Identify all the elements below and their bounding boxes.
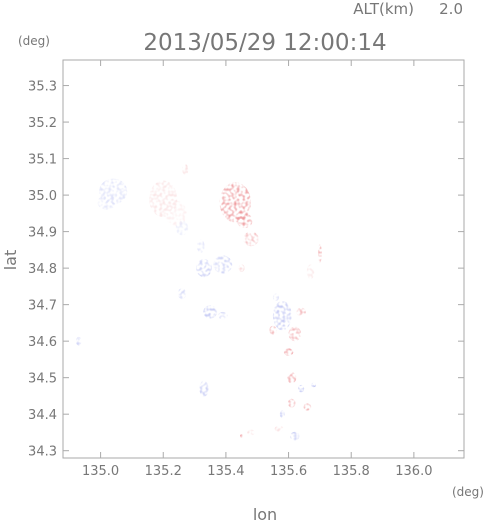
y-axis-title: lat bbox=[1, 250, 20, 271]
y-tick-label: 35.3 bbox=[28, 80, 57, 95]
echo-region bbox=[298, 384, 305, 393]
echo-region bbox=[272, 293, 280, 301]
y-tick-label: 35.0 bbox=[28, 189, 57, 204]
echo-region bbox=[240, 434, 244, 438]
x-axis-title: lon bbox=[253, 505, 277, 521]
echo-region bbox=[243, 231, 259, 247]
x-tick-label: 135.2 bbox=[145, 464, 182, 479]
echo-region bbox=[199, 380, 209, 397]
y-tick-label: 34.5 bbox=[28, 372, 57, 387]
echo-region bbox=[269, 325, 277, 335]
y-tick-label: 34.9 bbox=[28, 226, 57, 241]
echo-region bbox=[219, 182, 251, 223]
alt-label: ALT(km) bbox=[353, 0, 414, 18]
echo-region bbox=[177, 288, 187, 300]
x-tick-label: 135.0 bbox=[82, 464, 119, 479]
echo-region bbox=[272, 301, 292, 331]
y-tick-label: 34.7 bbox=[28, 299, 57, 314]
timestamp-title: 2013/05/29 12:00:14 bbox=[143, 30, 386, 56]
y-tick-label: 34.4 bbox=[28, 408, 57, 423]
echo-region bbox=[283, 348, 294, 356]
echo-region bbox=[318, 244, 322, 263]
x-unit-label: (deg) bbox=[452, 485, 484, 499]
y-tick-label: 35.1 bbox=[28, 153, 57, 168]
echo-region bbox=[175, 220, 189, 236]
echo-region bbox=[97, 195, 117, 210]
echo-region bbox=[75, 336, 82, 346]
echo-region bbox=[236, 213, 253, 228]
echo-region bbox=[164, 200, 187, 227]
echo-region bbox=[238, 264, 245, 272]
y-tick-label: 34.6 bbox=[28, 335, 57, 350]
plot-frame bbox=[62, 59, 465, 459]
echo-field bbox=[75, 164, 322, 441]
echo-region bbox=[288, 326, 302, 342]
echo-region bbox=[306, 264, 315, 280]
echo-region bbox=[182, 164, 189, 175]
echo-region bbox=[196, 259, 212, 278]
alt-value: 2.0 bbox=[439, 0, 463, 18]
echo-region bbox=[203, 305, 218, 319]
echo-region bbox=[213, 255, 233, 274]
echo-region bbox=[287, 398, 296, 408]
x-tick-label: 135.6 bbox=[270, 464, 307, 479]
y-unit-label: (deg) bbox=[18, 34, 50, 48]
echo-region bbox=[274, 425, 284, 432]
y-tick-label: 34.8 bbox=[28, 262, 57, 277]
x-tick-label: 136.0 bbox=[395, 464, 432, 479]
echo-region bbox=[296, 307, 306, 317]
echo-region bbox=[279, 410, 285, 418]
echo-region bbox=[218, 311, 228, 320]
echo-region bbox=[290, 431, 300, 441]
echo-region bbox=[247, 429, 255, 436]
y-tick-label: 35.2 bbox=[28, 116, 57, 131]
axis-ticks: 135.0 135.2 135.4 135.6 135.8 136.0 34.3 34.4 34… bbox=[28, 60, 464, 479]
echo-region bbox=[287, 372, 297, 384]
echo-region bbox=[303, 403, 312, 411]
x-tick-label: 135.8 bbox=[333, 464, 370, 479]
echo-region bbox=[311, 382, 317, 388]
y-tick-label: 34.3 bbox=[28, 445, 57, 460]
echo-region bbox=[197, 239, 205, 253]
x-tick-label: 135.4 bbox=[207, 464, 244, 479]
